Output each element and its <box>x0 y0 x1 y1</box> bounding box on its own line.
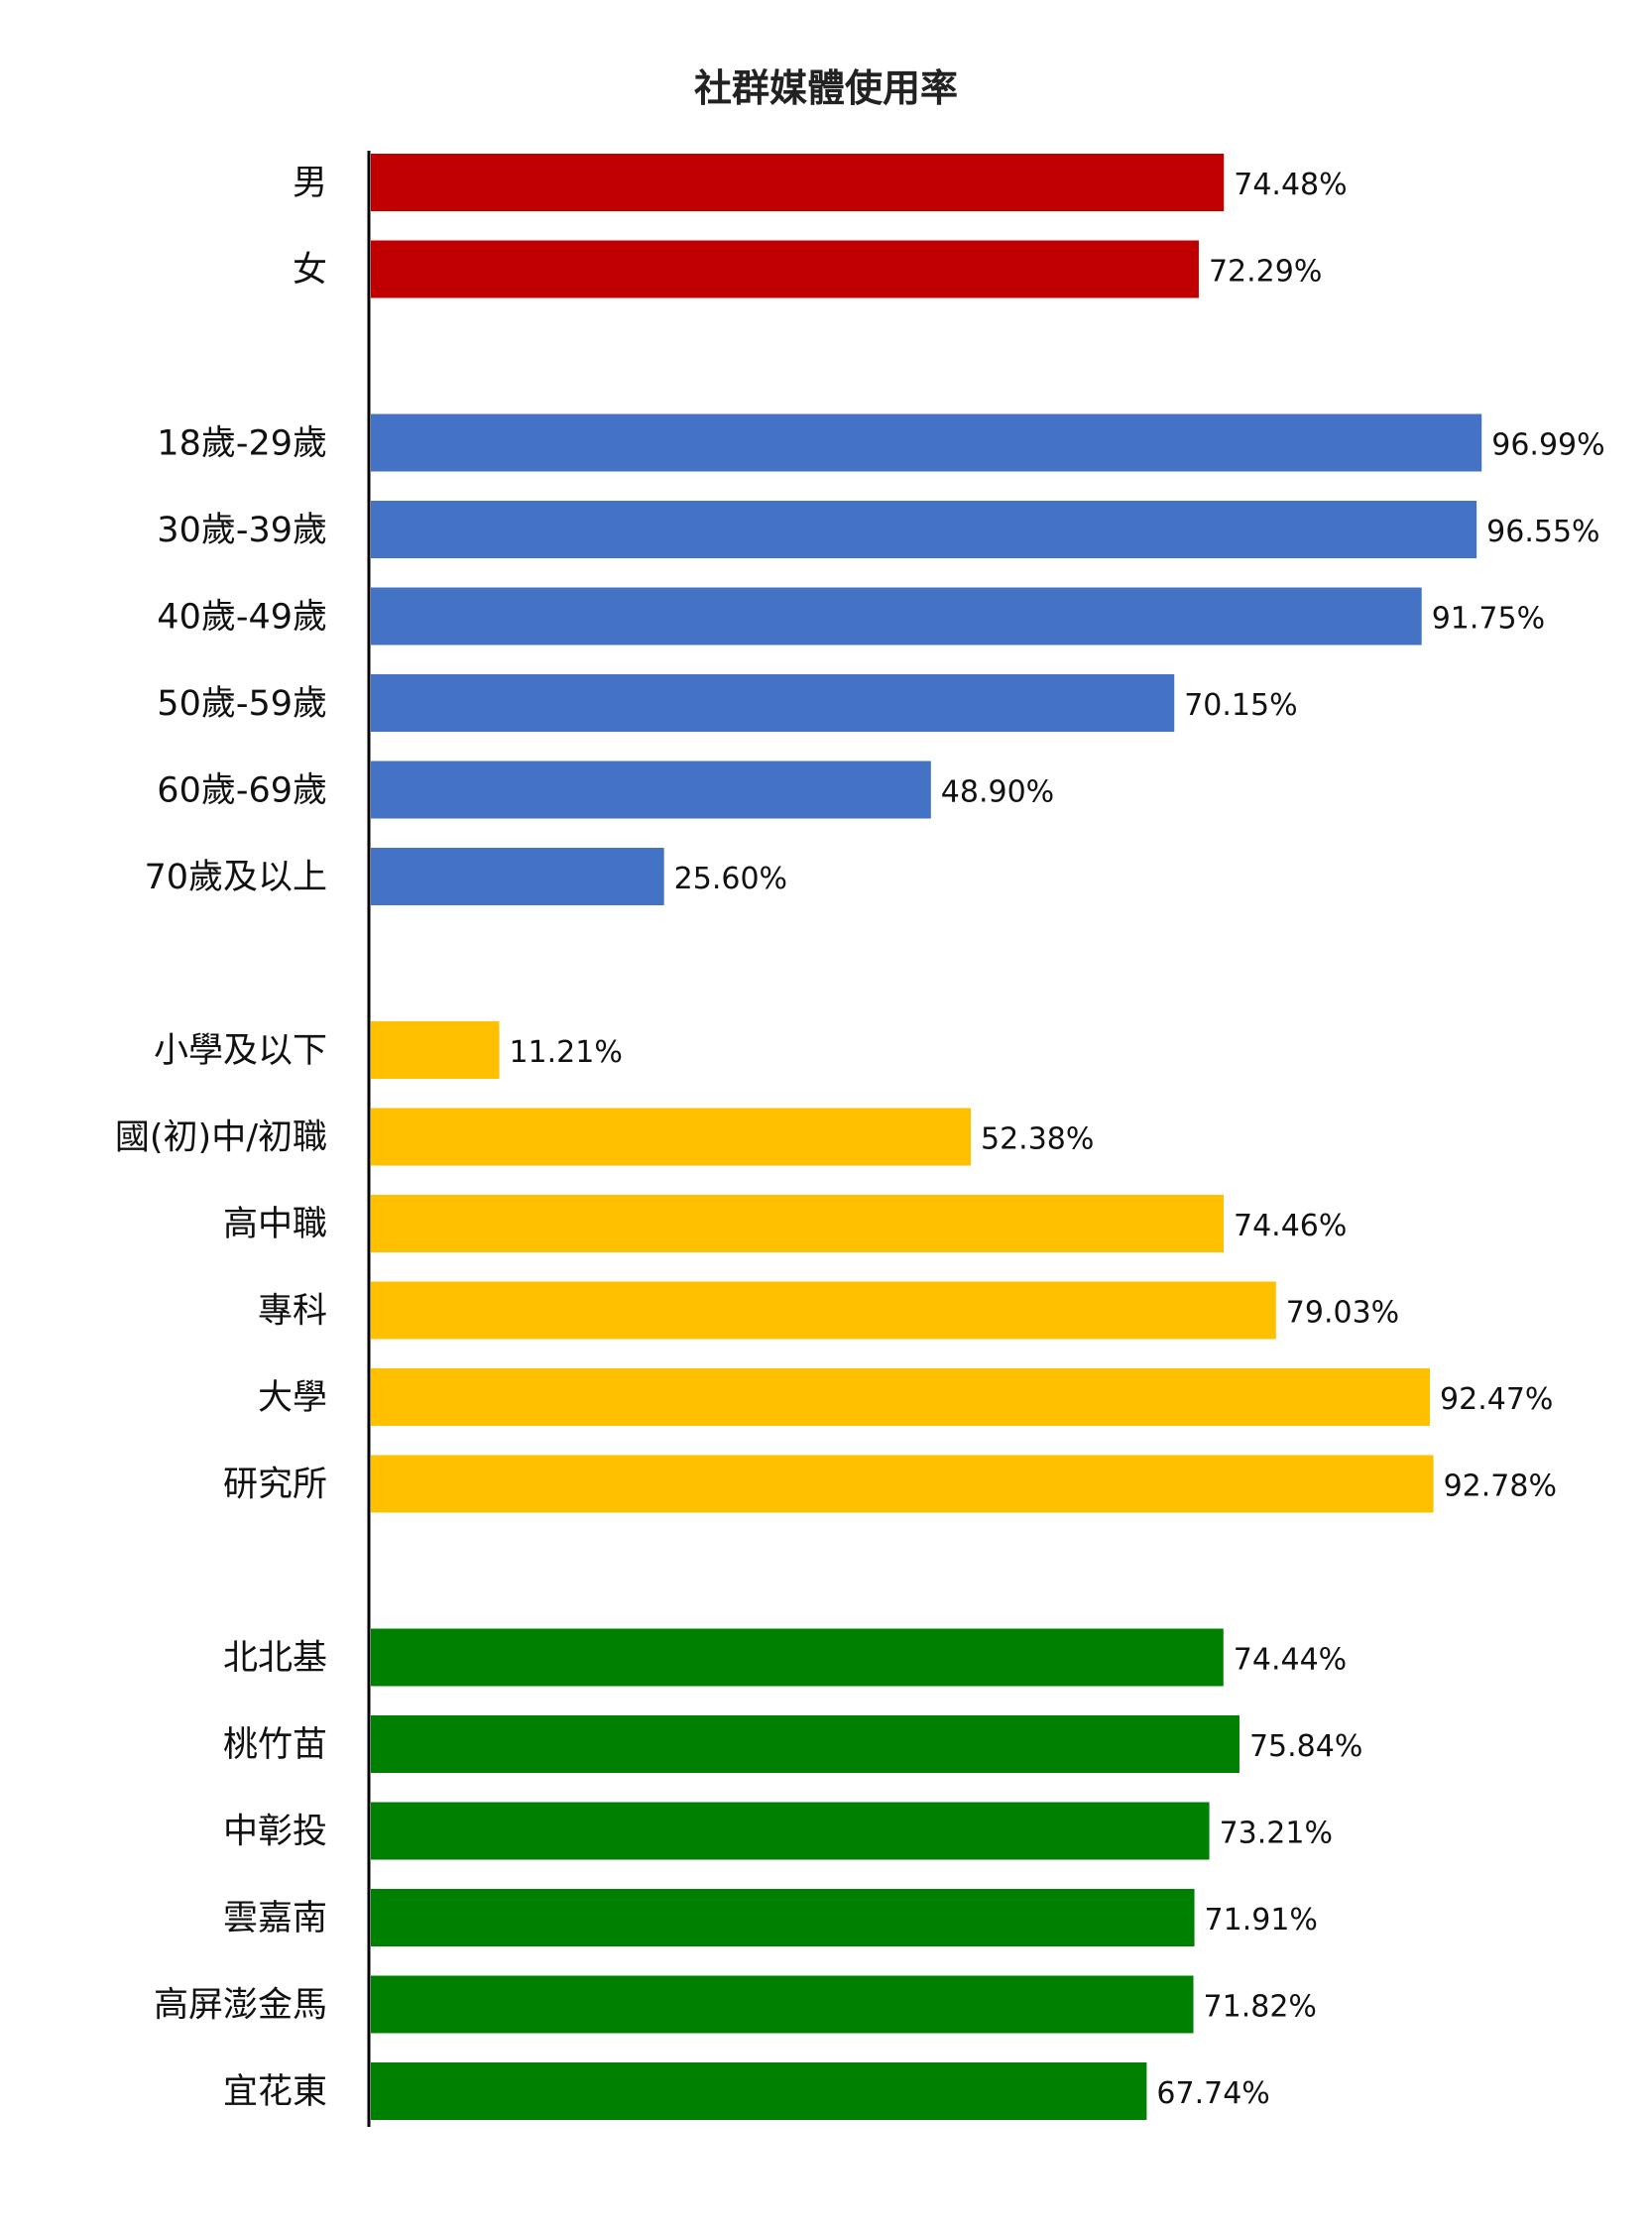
value-label: 74.48% <box>1234 168 1347 202</box>
bar <box>371 154 1225 211</box>
value-label: 79.03% <box>1286 1296 1399 1331</box>
value-label: 92.78% <box>1444 1469 1557 1504</box>
value-label: 73.21% <box>1220 1817 1333 1851</box>
bar <box>371 1021 500 1079</box>
bar <box>371 1108 971 1166</box>
category-label: 桃竹苗 <box>223 1725 327 1765</box>
category-label: 高中職 <box>223 1205 327 1244</box>
category-label: 北北基 <box>223 1639 327 1679</box>
category-label: 50歲-59歲 <box>157 684 327 724</box>
value-label: 92.47% <box>1440 1382 1553 1417</box>
category-label: 雲嘉南 <box>223 1899 327 1938</box>
category-label: 30歲-39歲 <box>157 511 327 550</box>
value-label: 74.44% <box>1234 1643 1347 1678</box>
category-label: 小學及以下 <box>154 1031 327 1071</box>
value-label: 74.46% <box>1234 1209 1347 1243</box>
bar <box>371 587 1422 646</box>
value-label: 96.99% <box>1491 428 1604 463</box>
bar <box>371 501 1477 558</box>
bar <box>371 1455 1434 1513</box>
value-label: 48.90% <box>941 775 1054 810</box>
category-label: 大學 <box>258 1378 327 1418</box>
category-label: 60歲-69歲 <box>157 771 327 811</box>
bar <box>371 1368 1431 1426</box>
bar <box>371 1195 1225 1252</box>
category-label: 專科 <box>258 1292 327 1332</box>
category-label: 40歲-49歲 <box>157 598 327 638</box>
value-label: 67.74% <box>1156 2076 1269 2111</box>
value-label: 25.60% <box>674 862 787 896</box>
bar <box>371 848 664 905</box>
bar <box>371 1802 1210 1860</box>
value-label: 75.84% <box>1249 1729 1362 1764</box>
category-label: 女 <box>293 251 327 291</box>
bar <box>371 1715 1239 1773</box>
category-label: 國(初)中/初職 <box>115 1118 327 1158</box>
bar <box>371 240 1199 298</box>
bar <box>371 674 1175 732</box>
bar <box>371 761 931 819</box>
value-label: 71.82% <box>1204 1990 1317 2025</box>
bar <box>371 1281 1276 1340</box>
chart-title: 社群媒體使用率 <box>693 66 958 110</box>
value-label: 96.55% <box>1486 515 1599 549</box>
category-label: 男 <box>293 164 327 203</box>
category-label: 高屏澎金馬 <box>154 1986 327 2026</box>
bar <box>371 1628 1224 1687</box>
value-label: 70.15% <box>1184 688 1297 723</box>
value-label: 71.91% <box>1205 1903 1318 1937</box>
category-label: 研究所 <box>223 1466 327 1505</box>
value-label: 72.29% <box>1209 255 1322 290</box>
bar <box>371 1975 1194 2034</box>
bar <box>371 2062 1147 2120</box>
bar <box>371 413 1482 472</box>
bar <box>371 1889 1195 1946</box>
category-label: 70歲及以上 <box>144 858 327 897</box>
value-label: 91.75% <box>1432 602 1545 637</box>
category-label: 18歲-29歲 <box>157 424 327 464</box>
value-label: 52.38% <box>981 1122 1094 1157</box>
category-label: 宜花東 <box>223 2072 327 2112</box>
value-label: 11.21% <box>509 1035 622 1070</box>
category-label: 中彰投 <box>223 1813 327 1852</box>
